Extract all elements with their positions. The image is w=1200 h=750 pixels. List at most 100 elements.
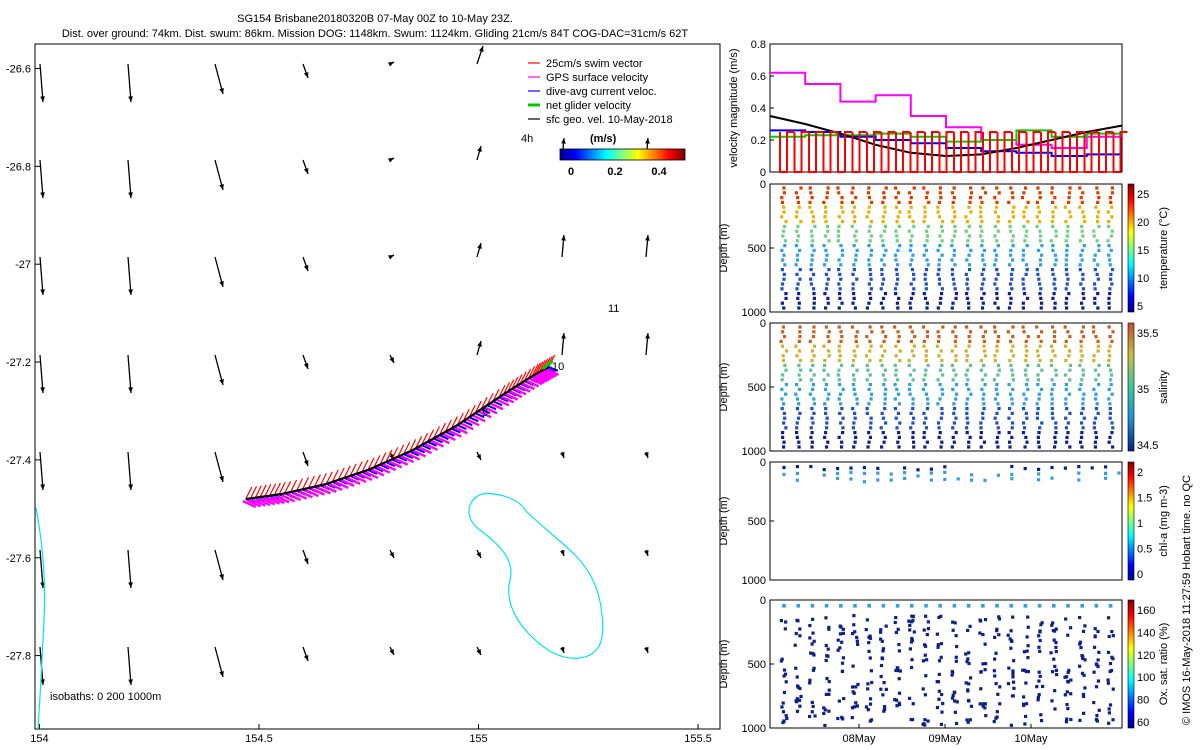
gps-surface-velocity-mark <box>304 488 319 498</box>
profile-point <box>826 296 830 300</box>
gps-surface-velocity-mark <box>293 491 308 500</box>
profile-point <box>827 268 831 272</box>
profile-point <box>911 407 915 411</box>
profile-point <box>823 205 828 209</box>
oxygen-point <box>936 645 940 649</box>
profile-point <box>925 301 929 305</box>
oxygen-point <box>879 630 883 634</box>
profile-point <box>1063 205 1067 209</box>
profile-point <box>1024 397 1028 401</box>
colorbar-tick-label: 35.5 <box>1137 328 1158 340</box>
profile-point <box>865 411 869 415</box>
panel-frame-temperature <box>769 183 1123 313</box>
profile-point <box>1092 359 1096 363</box>
profile-point <box>782 186 786 190</box>
swim-vector-mark <box>391 447 399 460</box>
oxygen-point <box>868 656 872 660</box>
oxygen-point <box>854 701 858 705</box>
profile-point <box>922 431 926 435</box>
profile-point <box>1054 258 1058 262</box>
profile-point <box>812 325 816 329</box>
oxygen-point <box>1052 638 1056 642</box>
profile-point <box>867 186 871 190</box>
oxygen-point <box>810 700 814 705</box>
profile-point <box>867 244 871 248</box>
chla-point <box>996 473 1000 477</box>
profile-point <box>894 229 898 233</box>
oxygen-point <box>1037 604 1042 608</box>
profile-point <box>911 431 915 435</box>
profile-point <box>911 220 915 224</box>
profile-point <box>1063 344 1068 348</box>
oxygen-point <box>838 646 842 650</box>
profile-point <box>965 411 969 415</box>
speed-colorbar <box>559 148 686 161</box>
profile-point <box>812 248 816 252</box>
profile-point <box>1107 301 1111 305</box>
profile-point <box>1096 339 1100 343</box>
oxygen-point <box>967 661 971 666</box>
oxygen-point <box>864 627 868 632</box>
velocity-swim-series <box>953 131 968 173</box>
profile-point <box>867 258 871 262</box>
oxygen-point <box>809 651 813 655</box>
profile-point <box>1038 258 1043 262</box>
oxygen-point <box>1068 626 1073 630</box>
isobaths-label: isobaths: 0 200 1000m <box>50 691 161 703</box>
profile-point <box>796 416 801 420</box>
panel-ytick-label: 0 <box>760 595 766 607</box>
oxygen-point <box>994 681 998 686</box>
oxygen-point <box>779 619 783 623</box>
profile-point <box>811 383 816 387</box>
oxygen-point <box>1096 679 1101 683</box>
profile-point <box>1039 306 1043 310</box>
profile-point <box>1081 368 1085 372</box>
profile-point <box>981 378 985 382</box>
profile-point <box>1081 325 1086 329</box>
swim-vector-mark <box>349 463 357 477</box>
geo-velocity-arrowhead <box>645 333 650 339</box>
profile-point <box>812 373 816 377</box>
profile-point <box>895 426 899 430</box>
profile-point <box>809 435 813 439</box>
oxygen-point <box>911 614 915 618</box>
velocity-swim-series <box>982 131 997 173</box>
oxygen-point <box>782 604 786 608</box>
colorbar-tick-label: 2 <box>1137 467 1143 479</box>
gps-surface-velocity-mark <box>495 398 510 407</box>
oxygen-point <box>908 623 912 627</box>
colorbar-label: salinity <box>1158 370 1170 404</box>
chla-point <box>1090 466 1094 470</box>
oxygen-point <box>950 696 955 700</box>
profile-point <box>810 349 815 353</box>
profile-point <box>968 339 972 343</box>
profile-point <box>809 268 813 272</box>
profile-point <box>1109 383 1113 387</box>
swim-vector-mark <box>273 482 281 496</box>
profile-point <box>1049 359 1054 363</box>
oxygen-point <box>1054 668 1059 672</box>
profile-point <box>893 363 897 367</box>
oxygen-point <box>784 680 788 684</box>
oxygen-point <box>921 722 925 726</box>
profile-point <box>1007 440 1012 444</box>
profile-point <box>1024 339 1028 343</box>
profile-point <box>909 339 913 343</box>
profile-point <box>896 339 900 343</box>
profile-point <box>938 301 942 305</box>
oxygen-point <box>868 636 873 640</box>
oxygen-point <box>937 615 941 620</box>
oxygen-point <box>968 676 973 680</box>
colorbar-tick-label: 0.5 <box>1137 544 1152 556</box>
profile-point <box>1022 191 1026 195</box>
swim-vector-mark <box>507 379 515 392</box>
profile-point <box>1024 368 1028 372</box>
profile-point <box>952 407 957 411</box>
profile-point <box>1093 397 1098 401</box>
profile-point <box>993 224 997 228</box>
profile-point <box>980 272 984 276</box>
profile-point <box>839 339 843 343</box>
profile-point <box>852 205 857 209</box>
profile-point <box>851 373 856 377</box>
profile-point <box>809 277 813 281</box>
